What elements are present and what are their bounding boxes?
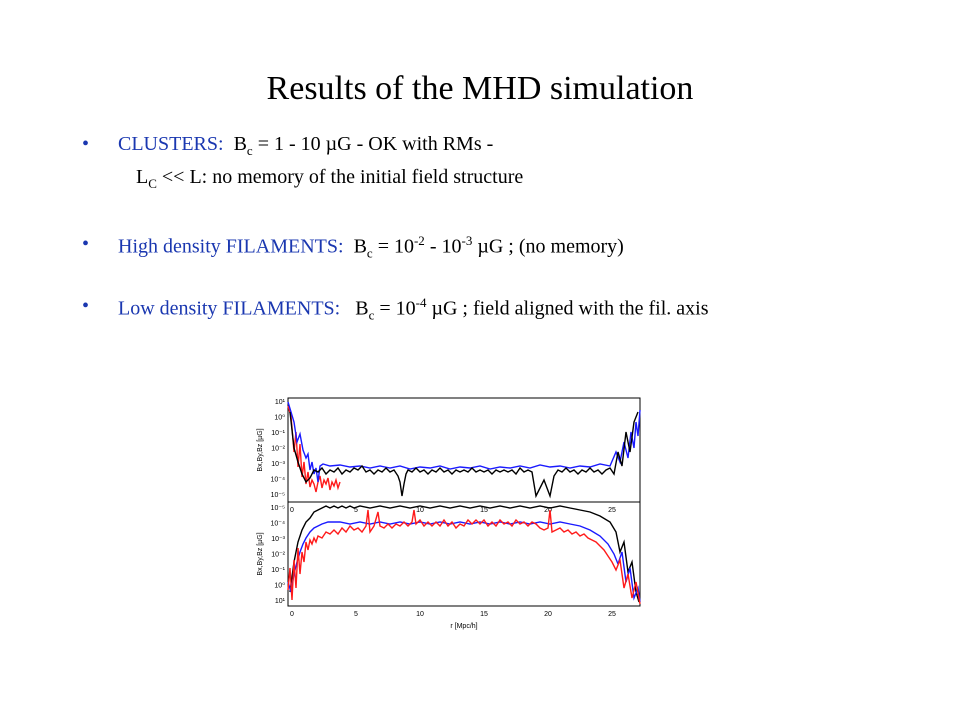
top-ytick-label: 10⁻⁵ [271,492,285,499]
top-ytick-label: 10⁻¹ [271,430,285,437]
high-eq-sub: c [366,245,373,261]
top-xtick-labels: 0 5 10 15 20 25 [290,507,616,514]
bottom-ytick-label: 10⁻⁵ [271,505,285,512]
bullet-low-density: Low density FILAMENTS: Bc = 10-4 µG ; fi… [118,295,709,324]
bottom-ytick-label: 10⁰ [274,582,285,590]
top-ytick-label: 10⁻² [271,446,285,453]
top-xtick-label: 25 [608,507,616,514]
high-density-label: High density FILAMENTS: [118,235,344,258]
bullet-high-density: High density FILAMENTS: Bc = 10-2 - 10-3… [118,233,624,262]
bottom-xtick-label: 0 [290,611,294,618]
low-density-label: Low density FILAMENTS: [118,297,341,320]
bullet-dot: • [82,233,90,255]
bottom-ytick-label: 10⁻¹ [271,567,285,574]
clusters-line2-symbol: L [136,166,149,188]
top-ylabel: Bx,By,Bz [µG] [257,428,264,471]
top-ytick-label: 10⁰ [274,414,285,422]
top-ytick-label: 10⁻³ [271,461,285,468]
bottom-xtick-label: 15 [480,611,488,618]
low-eq-symbol: B [355,297,369,320]
top-xtick-label: 5 [354,507,358,514]
bottom-xtick-label: 5 [354,611,358,618]
clusters-label: CLUSTERS: [118,133,224,155]
clusters-eq-symbol: B [233,133,247,155]
clusters-line2-sub: C [148,176,157,191]
bullet-clusters: CLUSTERS: Bc = 1 - 10 µG - OK with RMs - [118,133,493,159]
high-eq-b: - 10 [429,235,462,258]
bottom-ytick-label: 10⁻² [271,552,285,559]
clusters-eq-sub: c [246,143,253,158]
top-xtick-label: 15 [480,507,488,514]
bottom-xtick-label: 20 [544,611,552,618]
bullet-dot: • [82,295,90,317]
high-eq-a: = 10 [377,235,414,258]
bottom-red-curve [287,509,641,605]
clusters-eq-rest: = 1 - 10 µG - OK with RMs - [257,133,494,155]
high-eq-rest: µG ; (no memory) [477,235,624,258]
bottom-black-curve [289,505,640,603]
magnetic-field-plot: Bx,By,Bz [µG] Bx,By,Bz [µG] 10¹ 10⁰ 10⁻¹ 10… [250,392,650,632]
bottom-ylabel: Bx,By,Bz [µG] [257,532,264,575]
top-ytick-label: 10¹ [275,399,286,406]
top-ytick-label: 10⁻⁴ [271,477,286,484]
xlabel: r [Mpc/h] [450,623,477,630]
top-panel-frame [287,397,641,503]
bottom-blue-curve [287,521,641,603]
bottom-ytick-labels: 10⁻⁵ 10⁻⁴ 10⁻³ 10⁻² 10⁻¹ 10⁰ 10¹ [271,505,286,605]
bottom-ytick-label: 10¹ [275,598,286,605]
top-blue-curve [287,401,641,483]
bottom-ytick-label: 10⁻³ [271,536,285,543]
high-eq-a-exp: -2 [413,233,425,248]
bottom-ytick-label: 10⁻⁴ [271,521,286,528]
bottom-panel-frame [287,501,641,607]
top-xtick-label: 20 [544,507,552,514]
low-eq-rest: µG ; field aligned with the fil. axis [431,297,709,320]
bottom-xtick-label: 10 [416,611,424,618]
high-eq-symbol: B [353,235,367,258]
low-eq-sub: c [368,307,375,323]
high-eq-b-exp: -3 [461,233,473,248]
bottom-xtick-labels: 0 5 10 15 20 25 [290,611,616,618]
bottom-xtick-label: 25 [608,611,616,618]
top-black-curve [289,411,639,499]
top-red-curve [287,405,341,493]
plot-svg: Bx,By,Bz [µG] Bx,By,Bz [µG] 10¹10⁰10⁻¹10… [257,397,641,630]
top-xtick-label: 10 [416,507,424,514]
low-eq-a-exp: -4 [415,295,427,310]
clusters-line2-rest: << L: no memory of the initial field str… [161,166,524,188]
slide-title: Results of the MHD simulation [266,70,694,107]
bullet-dot: • [82,133,90,155]
top-ytick-labels: 10¹ 10⁰ 10⁻¹ 10⁻² 10⁻³ 10⁻⁴ 10⁻⁵ [271,399,286,499]
low-eq-a: = 10 [379,297,416,320]
clusters-line2: LC << L: no memory of the initial field … [136,166,523,192]
top-xtick-label: 0 [290,507,294,514]
